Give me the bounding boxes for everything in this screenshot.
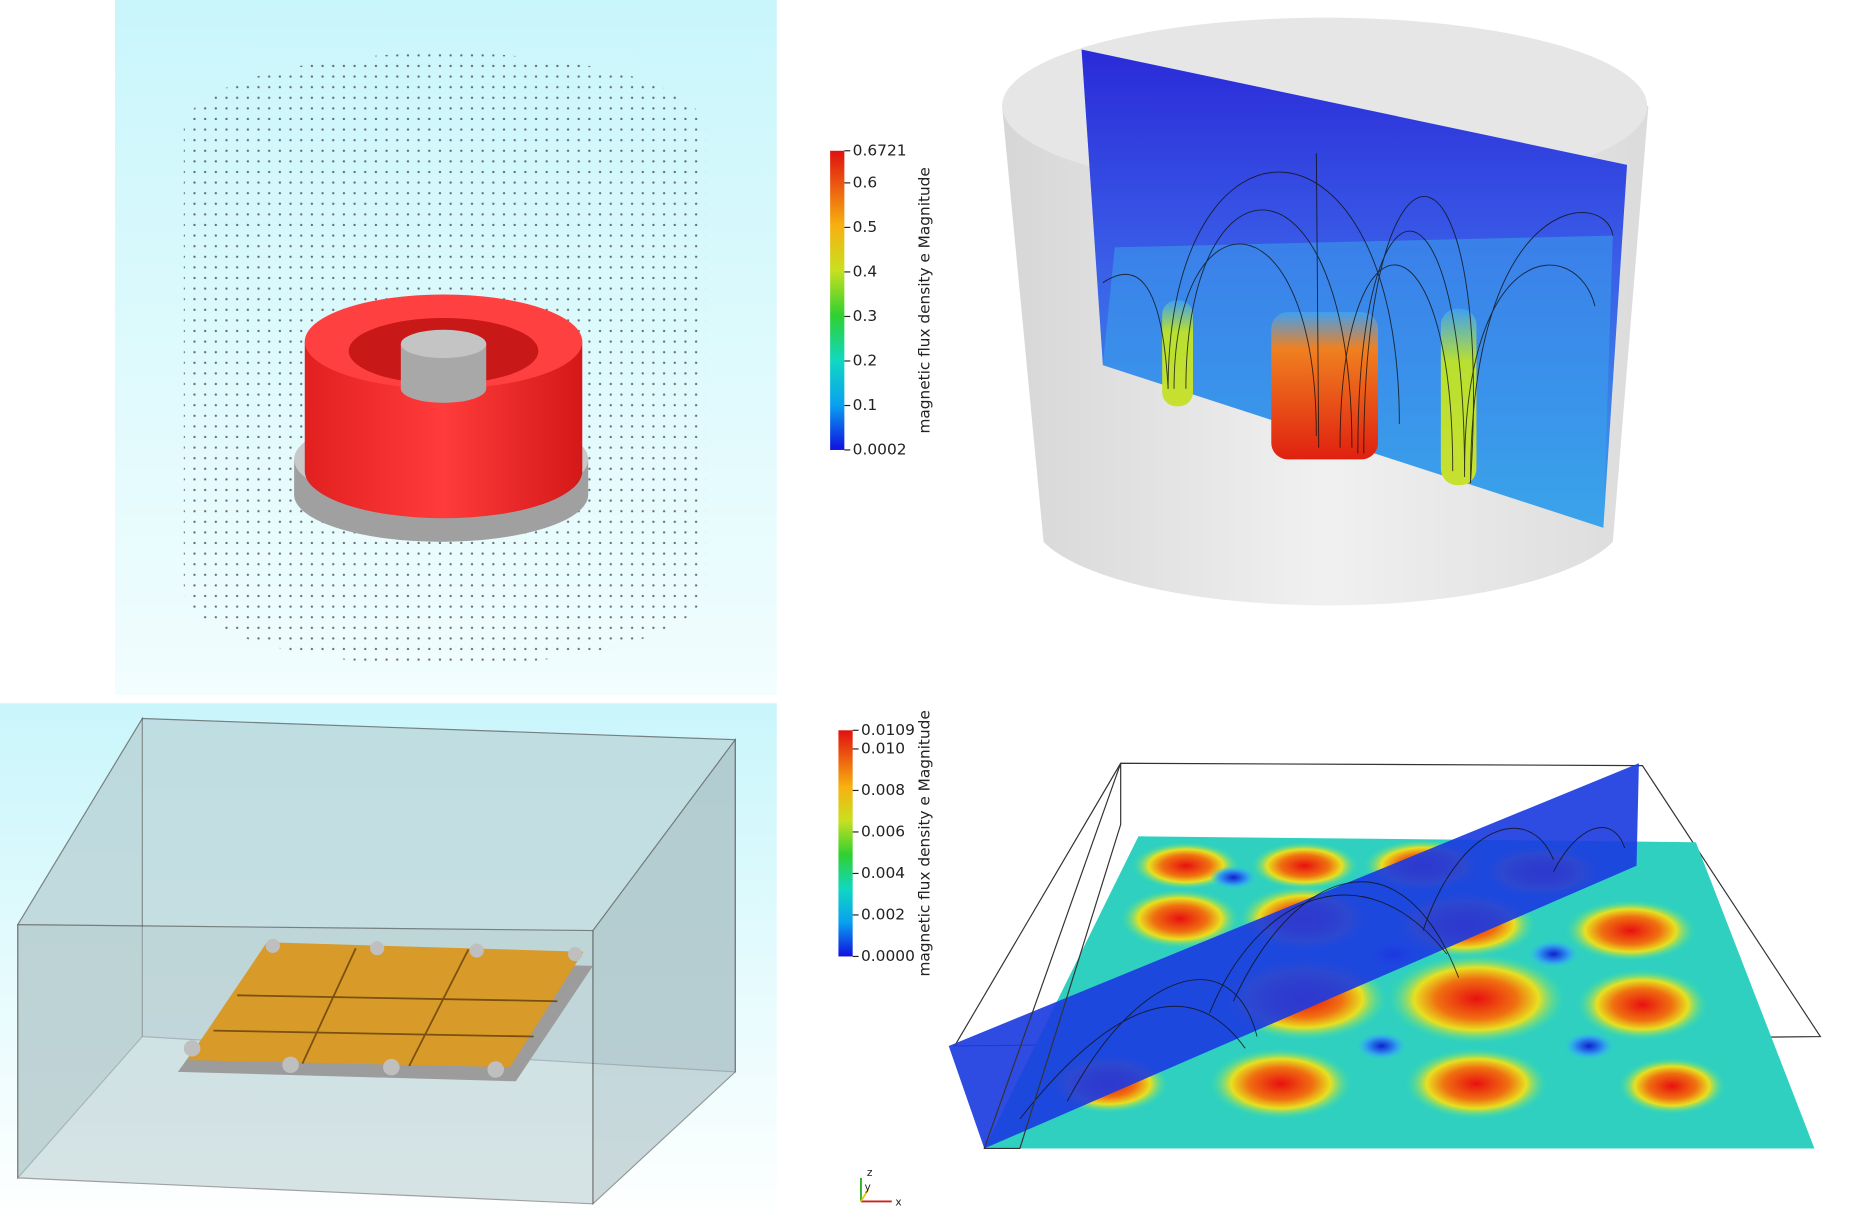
axis-label: x — [895, 1196, 901, 1209]
colorbar-tick-label: 0.5 — [853, 218, 878, 236]
axis-label: y — [865, 1180, 871, 1193]
colorbar-title: magnetic flux density e Magnitude — [915, 167, 933, 433]
colorbar-tick-label: 0.002 — [861, 905, 905, 923]
colorbar-tick-label: 0.6 — [853, 173, 878, 191]
colorbar-tick-label: 0.004 — [861, 864, 905, 882]
colorbar-tick-label: 0.0109 — [861, 721, 915, 739]
colorbar — [830, 150, 845, 450]
colorbar-title: magnetic flux density e Magnitude — [915, 710, 933, 976]
colorbar-tick-label: 0.010 — [861, 739, 905, 757]
field-cylinder — [1002, 17, 1649, 606]
colorbar-tick-label: 0.0002 — [853, 440, 907, 458]
colorbar-tick-label: 0.008 — [861, 781, 905, 799]
magnet-model — [294, 294, 589, 542]
colorbar — [838, 730, 853, 957]
colorbar-tick-label: 0.6721 — [853, 141, 907, 159]
field-slice-box — [948, 762, 1822, 1150]
colorbar-tick-label: 0.1 — [853, 396, 878, 414]
colorbar-tick-label: 0.006 — [861, 822, 905, 840]
colorbar-tick-label: 0.0000 — [861, 947, 915, 965]
colorbar-tick-label: 0.4 — [853, 262, 878, 280]
axes-triad — [860, 1177, 892, 1203]
colorbar-tick-label: 0.2 — [853, 352, 878, 370]
colorbar-tick-label: 0.3 — [853, 307, 878, 325]
axis-label: z — [867, 1166, 873, 1179]
plate-array — [177, 938, 593, 1082]
